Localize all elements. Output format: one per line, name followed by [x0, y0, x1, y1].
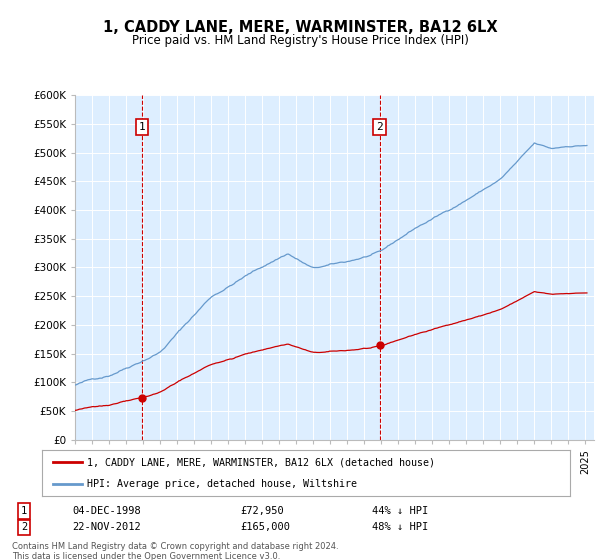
- Text: 1: 1: [139, 122, 145, 132]
- Text: 1, CADDY LANE, MERE, WARMINSTER, BA12 6LX: 1, CADDY LANE, MERE, WARMINSTER, BA12 6L…: [103, 20, 497, 35]
- Text: 2: 2: [21, 522, 27, 533]
- Text: Contains HM Land Registry data © Crown copyright and database right 2024.: Contains HM Land Registry data © Crown c…: [12, 542, 338, 550]
- Text: Price paid vs. HM Land Registry's House Price Index (HPI): Price paid vs. HM Land Registry's House …: [131, 34, 469, 46]
- Text: 44% ↓ HPI: 44% ↓ HPI: [372, 506, 428, 516]
- Text: HPI: Average price, detached house, Wiltshire: HPI: Average price, detached house, Wilt…: [87, 479, 357, 489]
- Text: £72,950: £72,950: [240, 506, 284, 516]
- Text: 04-DEC-1998: 04-DEC-1998: [72, 506, 141, 516]
- Text: 1: 1: [21, 506, 27, 516]
- Text: 1, CADDY LANE, MERE, WARMINSTER, BA12 6LX (detached house): 1, CADDY LANE, MERE, WARMINSTER, BA12 6L…: [87, 457, 435, 467]
- Text: This data is licensed under the Open Government Licence v3.0.: This data is licensed under the Open Gov…: [12, 552, 280, 560]
- Text: £165,000: £165,000: [240, 522, 290, 533]
- Text: 48% ↓ HPI: 48% ↓ HPI: [372, 522, 428, 533]
- Text: 2: 2: [376, 122, 383, 132]
- Text: 22-NOV-2012: 22-NOV-2012: [72, 522, 141, 533]
